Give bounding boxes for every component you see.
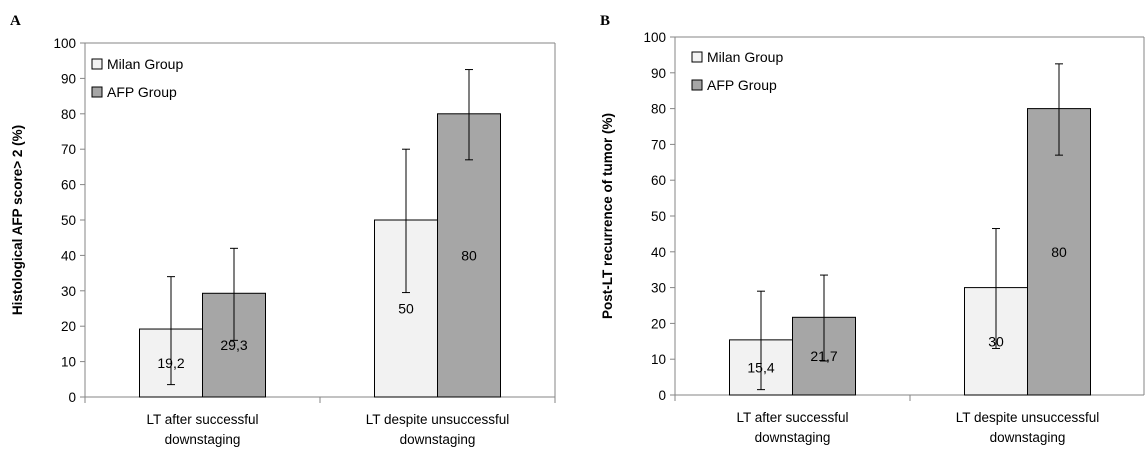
x-category-label: LT after successful downstaging — [146, 412, 258, 447]
legend-swatch — [691, 51, 703, 63]
y-tick-label: 80 — [651, 102, 666, 117]
bar — [437, 113, 501, 398]
y-tick-label: 80 — [61, 107, 76, 122]
data-label: 21,7 — [810, 348, 837, 364]
y-tick-label: 10 — [61, 355, 76, 370]
y-axis-label: Post-LT recurrence of tumor (%) — [600, 113, 615, 319]
panel-letter: B — [600, 13, 610, 29]
data-label: 19,2 — [157, 355, 184, 371]
panel-b: B 0 10 20 30 40 50 60 70 80 90 100 Post-LT recurrenc… — [600, 13, 1145, 445]
data-label: 50 — [398, 301, 414, 317]
legend-swatch — [91, 86, 103, 98]
x-category-label-line: LT despite unsuccessful — [366, 412, 510, 427]
y-tick-label: 70 — [61, 142, 76, 157]
data-label: 30 — [988, 333, 1004, 349]
y-tick-label: 0 — [68, 390, 76, 405]
y-tick-label: 90 — [61, 71, 76, 86]
y-tick-label: 40 — [651, 245, 666, 260]
y-tick-label: 40 — [61, 248, 76, 263]
x-category-label: LT after successful downstaging — [736, 410, 848, 445]
data-label: 80 — [1051, 244, 1067, 260]
panel-letter: A — [10, 13, 21, 29]
y-tick-label: 60 — [651, 173, 666, 188]
x-category-label-line: downstaging — [990, 430, 1066, 445]
data-label: 29,3 — [220, 337, 247, 353]
y-tick-label: 20 — [651, 316, 666, 331]
y-tick-label: 50 — [651, 209, 666, 224]
x-category-label-line: downstaging — [400, 432, 476, 447]
data-label: 80 — [461, 247, 477, 263]
y-tick-label: 100 — [643, 30, 666, 45]
y-tick-label: 20 — [61, 319, 76, 334]
y-tick-label: 30 — [61, 284, 76, 299]
x-category-label-line: downstaging — [165, 432, 241, 447]
x-category-label: LT despite unsuccessful downstaging — [956, 410, 1100, 445]
data-label: 15,4 — [747, 359, 774, 375]
legend-label: AFP Group — [707, 77, 777, 93]
y-tick-label: 60 — [61, 178, 76, 193]
x-category-label-line: LT after successful — [736, 410, 848, 425]
legend-swatch — [691, 79, 703, 91]
y-tick-label: 70 — [651, 137, 666, 152]
panel-a: A 0 10 20 30 40 50 60 70 80 90 100 Histological AFP … — [10, 13, 556, 447]
x-category-label-line: LT after successful — [146, 412, 258, 427]
y-tick-label: 10 — [651, 352, 666, 367]
legend-swatch — [91, 58, 103, 70]
y-tick-label: 50 — [61, 213, 76, 228]
legend-label: AFP Group — [107, 84, 177, 100]
legend-label: Milan Group — [707, 49, 783, 65]
x-category-label-line: downstaging — [755, 430, 831, 445]
x-category-label: LT despite unsuccessful downstaging — [366, 412, 510, 447]
y-tick-label: 100 — [53, 36, 76, 51]
y-axis-label: Histological AFP score> 2 (%) — [10, 125, 25, 315]
y-tick-label: 30 — [651, 281, 666, 296]
x-category-label-line: LT despite unsuccessful — [956, 410, 1100, 425]
bar — [1027, 108, 1091, 396]
y-tick-label: 0 — [658, 388, 666, 403]
legend-label: Milan Group — [107, 56, 183, 72]
y-tick-label: 90 — [651, 66, 666, 81]
